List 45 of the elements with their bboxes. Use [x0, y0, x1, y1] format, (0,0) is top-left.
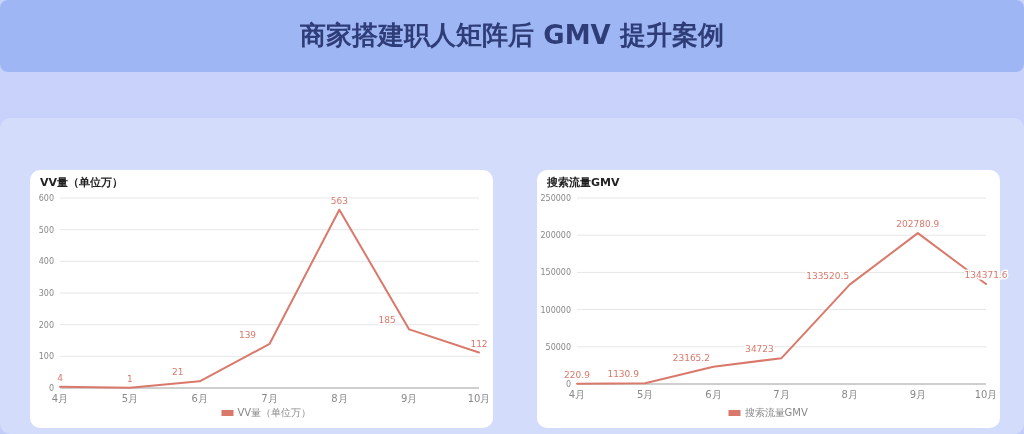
x-tick-label: 8月 [331, 393, 348, 404]
chart-subtitle: VV量（单位万） [40, 176, 124, 189]
data-label: 1130.9 [607, 369, 640, 380]
y-tick-label: 0 [565, 380, 571, 389]
x-tick-label: 10月 [467, 393, 491, 404]
legend-label: 搜索流量GMV [744, 407, 808, 418]
y-tick-label: 200 [38, 320, 54, 330]
x-tick-label: 10月 [974, 389, 998, 400]
y-tick-label: 50000 [545, 342, 571, 352]
x-tick-label: 7月 [773, 389, 790, 400]
data-label: 4 [57, 372, 64, 383]
x-tick-label: 9月 [400, 393, 418, 404]
y-tick-label: 200000 [540, 231, 571, 241]
data-label: 21 [171, 367, 184, 378]
x-tick-label: 8月 [841, 389, 858, 400]
y-tick-label: 300 [38, 289, 54, 298]
data-label: 1 [126, 373, 133, 384]
y-tick-label: 600 [38, 194, 54, 203]
x-tick-label: 5月 [636, 389, 654, 400]
chart-title: 商家搭建职人矩阵后 GMV 提升案例 [299, 20, 724, 50]
chart-subtitle: 搜索流量GMV [546, 176, 620, 189]
x-tick-label: 7月 [261, 393, 278, 404]
legend-label: VV量（单位万） [237, 407, 312, 418]
data-label: 220.9 [564, 369, 591, 380]
x-tick-label: 9月 [909, 389, 927, 400]
data-label: 185 [378, 315, 396, 326]
x-tick-label: 4月 [568, 389, 586, 400]
data-label: 34723 [745, 344, 774, 355]
x-tick-label: 6月 [705, 389, 722, 400]
data-label: 133520.5 [806, 270, 850, 281]
y-tick-label: 100000 [540, 305, 571, 315]
y-tick-label: 400 [38, 257, 54, 267]
y-tick-label: 500 [38, 225, 54, 235]
data-label: 202780.9 [896, 219, 940, 230]
y-tick-label: 250000 [540, 194, 571, 203]
y-tick-label: 150000 [540, 268, 571, 278]
data-label: 139 [238, 329, 257, 340]
data-label: 23165.2 [672, 352, 710, 363]
x-tick-label: 4月 [51, 393, 69, 404]
x-tick-label: 5月 [121, 393, 139, 404]
data-label: 563 [330, 195, 348, 206]
y-tick-label: 100 [38, 352, 54, 362]
data-label: 112 [470, 338, 488, 349]
x-tick-label: 6月 [191, 393, 208, 404]
y-tick-label: 0 [48, 384, 54, 393]
